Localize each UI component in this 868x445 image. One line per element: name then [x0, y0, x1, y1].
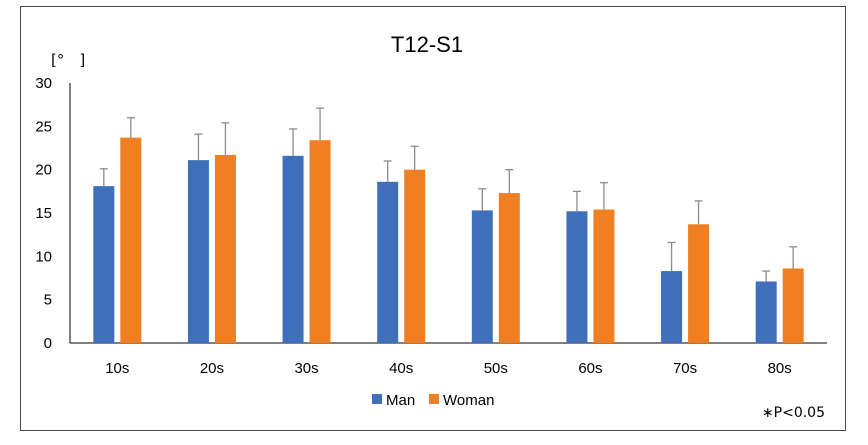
bar-man-20s [187, 160, 209, 343]
bar-man-60s [566, 211, 588, 343]
x-tick-label: 20s [200, 360, 224, 377]
legend-swatch-woman [429, 394, 439, 404]
x-tick-label: 40s [389, 360, 413, 377]
bar-series [93, 107, 804, 343]
bar-woman-60s [593, 209, 615, 343]
y-axis-unit-label: [° ] [51, 51, 85, 69]
significance-note: ∗P<0.05 [762, 405, 825, 421]
bar-woman-70s [688, 224, 710, 343]
legend-label-woman: Woman [443, 392, 494, 409]
bar-woman-80s [782, 268, 804, 343]
chart-title: T12-S1 [391, 32, 463, 57]
bar-man-70s [661, 271, 683, 343]
chart-frame: T12-S1 [° ] 0 5 10 15 20 25 30 10s 20s 30s 40s 50s… [20, 6, 846, 431]
x-tick-label: 50s [484, 360, 508, 377]
bar-man-40s [377, 181, 399, 343]
legend: Man Woman [372, 392, 494, 409]
x-tick-label: 70s [673, 360, 697, 377]
bar-man-10s [93, 186, 115, 343]
x-tick-label: 30s [294, 360, 318, 377]
bar-woman-10s [120, 137, 142, 343]
x-tick-label: 60s [578, 360, 602, 377]
bar-woman-20s [214, 154, 236, 343]
bar-man-50s [471, 210, 493, 343]
bar-woman-40s [404, 169, 426, 343]
y-tick-label: 25 [35, 118, 52, 135]
y-tick-label: 10 [35, 248, 52, 265]
y-tick-label: 5 [44, 292, 52, 309]
bar-man-30s [282, 155, 304, 343]
y-tick-label: 30 [35, 75, 52, 92]
y-tick-label: 0 [44, 335, 52, 352]
legend-label-man: Man [386, 392, 415, 409]
bar-woman-30s [309, 140, 331, 343]
y-tick-label: 20 [35, 162, 52, 179]
x-axis: 10s 20s 30s 40s 50s 60s 70s 80s [105, 360, 792, 377]
bar-man-80s [755, 281, 777, 343]
bar-chart: T12-S1 [° ] 0 5 10 15 20 25 30 10s 20s 30s 40s 50s… [35, 32, 827, 421]
y-tick-label: 15 [35, 205, 52, 222]
bar-woman-50s [498, 193, 520, 343]
legend-swatch-man [372, 394, 382, 404]
x-tick-label: 80s [768, 360, 792, 377]
x-tick-label: 10s [105, 360, 129, 377]
